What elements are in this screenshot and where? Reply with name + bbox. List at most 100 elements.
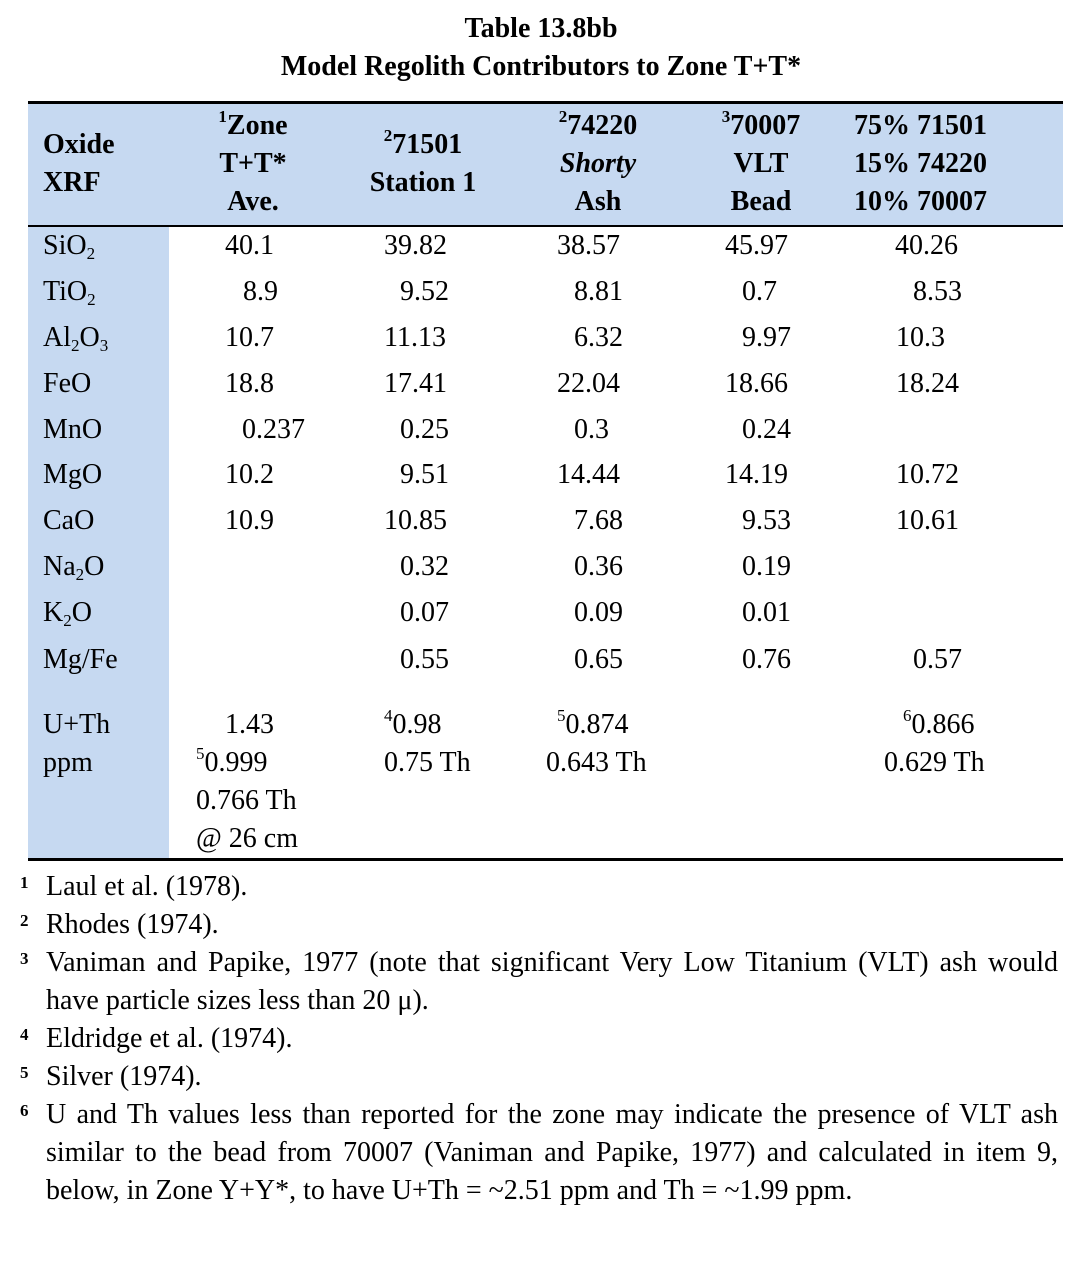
cell-al2o3-74220: 6.32 <box>574 322 623 353</box>
header-74220-line3: Ash <box>574 186 622 217</box>
header-71501-line1: 71501 <box>392 129 463 160</box>
cell-k2o-71501: 0.07 <box>400 597 449 628</box>
cell-uth-zone-2: 50.999 <box>196 744 268 778</box>
header-mix: 75% 71501 15% 74220 10% 70007 <box>854 107 987 221</box>
cell-mno-70007: 0.24 <box>742 414 791 445</box>
cell-feo-70007: 18.66 <box>725 368 788 399</box>
cell-mgfe-71501: 0.55 <box>400 644 449 675</box>
footnote-text: U and Th values less than reported for t… <box>46 1099 1058 1206</box>
cell-tio2-mix: 8.53 <box>913 276 962 307</box>
footnote-mark: 6 <box>20 1101 29 1120</box>
footnote-text: Eldridge et al. (1974). <box>46 1023 293 1054</box>
cell-na2o-74220: 0.36 <box>574 551 623 582</box>
cell-uth-74220-2: 0.643 Th <box>546 747 647 778</box>
footnote-mark: 3 <box>20 949 29 968</box>
footnote-text: Laul et al. (1978). <box>46 871 248 902</box>
cell-mgfe-mix: 0.57 <box>913 644 962 675</box>
header-70007-line3: Bead <box>730 186 792 217</box>
footnote-mark: 5 <box>20 1063 29 1082</box>
cell-uth-mix-2: 0.629 Th <box>884 747 985 778</box>
cell-mgo-71501: 9.51 <box>400 459 449 490</box>
header-mix-line3: 10% 70007 <box>854 186 987 217</box>
cell-na2o-71501: 0.32 <box>400 551 449 582</box>
cell-al2o3-mix: 10.3 <box>896 322 945 353</box>
cell-feo-74220: 22.04 <box>557 368 620 399</box>
cell-uth-71501-2: 0.75 Th <box>384 747 471 778</box>
cell-tio2-zone: 8.9 <box>243 276 278 307</box>
footnotes: 1 Laul et al. (1978). 2 Rhodes (1974). 3 Va… <box>18 868 1058 1210</box>
cell-al2o3-70007: 9.97 <box>742 322 791 353</box>
header-mix-line2: 15% 74220 <box>854 148 987 179</box>
cell-tio2-70007: 0.7 <box>742 276 777 307</box>
cell-feo-zone: 18.8 <box>225 368 274 399</box>
footnote-4: 4 Eldridge et al. (1974). <box>18 1020 1058 1058</box>
table-title: Table 13.8bb <box>464 13 618 44</box>
row-label-k2o: K2O <box>43 597 92 630</box>
footnote-5: 5 Silver (1974). <box>18 1058 1058 1096</box>
footnote-2: 2 Rhodes (1974). <box>18 906 1058 944</box>
footnote-3: 3 Vaniman and Papike, 1977 (note that sig… <box>18 944 1058 1020</box>
footnote-mark: 4 <box>20 1025 29 1044</box>
cell-uth-71501-1: 40.98 <box>384 706 442 740</box>
cell-sio2-70007: 45.97 <box>725 230 788 261</box>
header-71501-line2: Station 1 <box>369 167 477 198</box>
cell-mgo-zone: 10.2 <box>225 459 274 490</box>
footnote-6: 6 U and Th values less than reported for … <box>18 1096 1058 1210</box>
cell-k2o-74220: 0.09 <box>574 597 623 628</box>
cell-k2o-70007: 0.01 <box>742 597 791 628</box>
cell-mgo-74220: 14.44 <box>557 459 620 490</box>
cell-mgo-mix: 10.72 <box>896 459 959 490</box>
cell-na2o-70007: 0.19 <box>742 551 791 582</box>
row-label-na2o: Na2O <box>43 551 105 584</box>
row-label-mgo: MgO <box>43 459 103 490</box>
header-oxide-line2: XRF <box>43 167 101 198</box>
bottom-rule <box>28 858 1063 861</box>
row-label-mgfe: Mg/Fe <box>43 644 118 675</box>
header-74220-line1: 74220 <box>567 110 638 141</box>
cell-cao-70007: 9.53 <box>742 505 791 536</box>
row-label-tio2: TiO2 <box>43 276 96 309</box>
cell-al2o3-71501: 11.13 <box>384 322 446 353</box>
cell-mgo-70007: 14.19 <box>725 459 788 490</box>
header-background <box>28 104 1063 225</box>
row-label-al2o3: Al2O3 <box>43 322 109 355</box>
cell-uth-zone-4: @ 26 cm <box>196 823 298 854</box>
header-74220-line2: Shorty <box>559 148 637 179</box>
cell-mno-74220: 0.3 <box>574 414 609 445</box>
cell-al2o3-zone: 10.7 <box>225 322 274 353</box>
cell-tio2-74220: 8.81 <box>574 276 623 307</box>
cell-feo-mix: 18.24 <box>896 368 959 399</box>
stub-column-background <box>28 227 169 858</box>
header-zone-line2: T+T* <box>219 148 287 179</box>
cell-uth-mix-1: 60.866 <box>903 706 975 740</box>
cell-mgfe-70007: 0.76 <box>742 644 791 675</box>
cell-cao-74220: 7.68 <box>574 505 623 536</box>
footnote-1: 1 Laul et al. (1978). <box>18 868 1058 906</box>
row-label-cao: CaO <box>43 505 95 536</box>
header-70007-line2: VLT <box>733 148 789 179</box>
cell-tio2-71501: 9.52 <box>400 276 449 307</box>
top-rule <box>28 101 1063 104</box>
header-mix-line1: 75% 71501 <box>854 110 987 141</box>
header-oxide: Oxide XRF <box>43 126 115 202</box>
cell-sio2-mix: 40.26 <box>895 230 958 261</box>
footnote-text: Vaniman and Papike, 1977 (note that sign… <box>46 947 1058 1016</box>
row-label-sio2: SiO2 <box>43 230 96 263</box>
cell-uth-zone-1: 1.43 <box>225 709 274 740</box>
header-74220: 274220 Shorty Ash <box>528 107 668 221</box>
header-zone: 1Zone T+T* Ave. <box>188 107 318 221</box>
header-zone-line1: Zone <box>226 110 288 141</box>
table-subtitle: Model Regolith Contributors to Zone T+T* <box>280 51 802 82</box>
cell-cao-mix: 10.61 <box>896 505 959 536</box>
row-label-mno: MnO <box>43 414 103 445</box>
footnote-mark: 2 <box>20 911 29 930</box>
cell-feo-71501: 17.41 <box>384 368 447 399</box>
header-70007-line1: 70007 <box>730 110 801 141</box>
header-zone-line3: Ave. <box>227 186 279 217</box>
cell-mgfe-74220: 0.65 <box>574 644 623 675</box>
row-label-uth: U+Th <box>43 709 111 740</box>
footnote-text: Rhodes (1974). <box>46 909 219 940</box>
cell-cao-71501: 10.85 <box>384 505 447 536</box>
footnote-mark: 1 <box>20 873 29 892</box>
header-oxide-line1: Oxide <box>43 129 115 160</box>
